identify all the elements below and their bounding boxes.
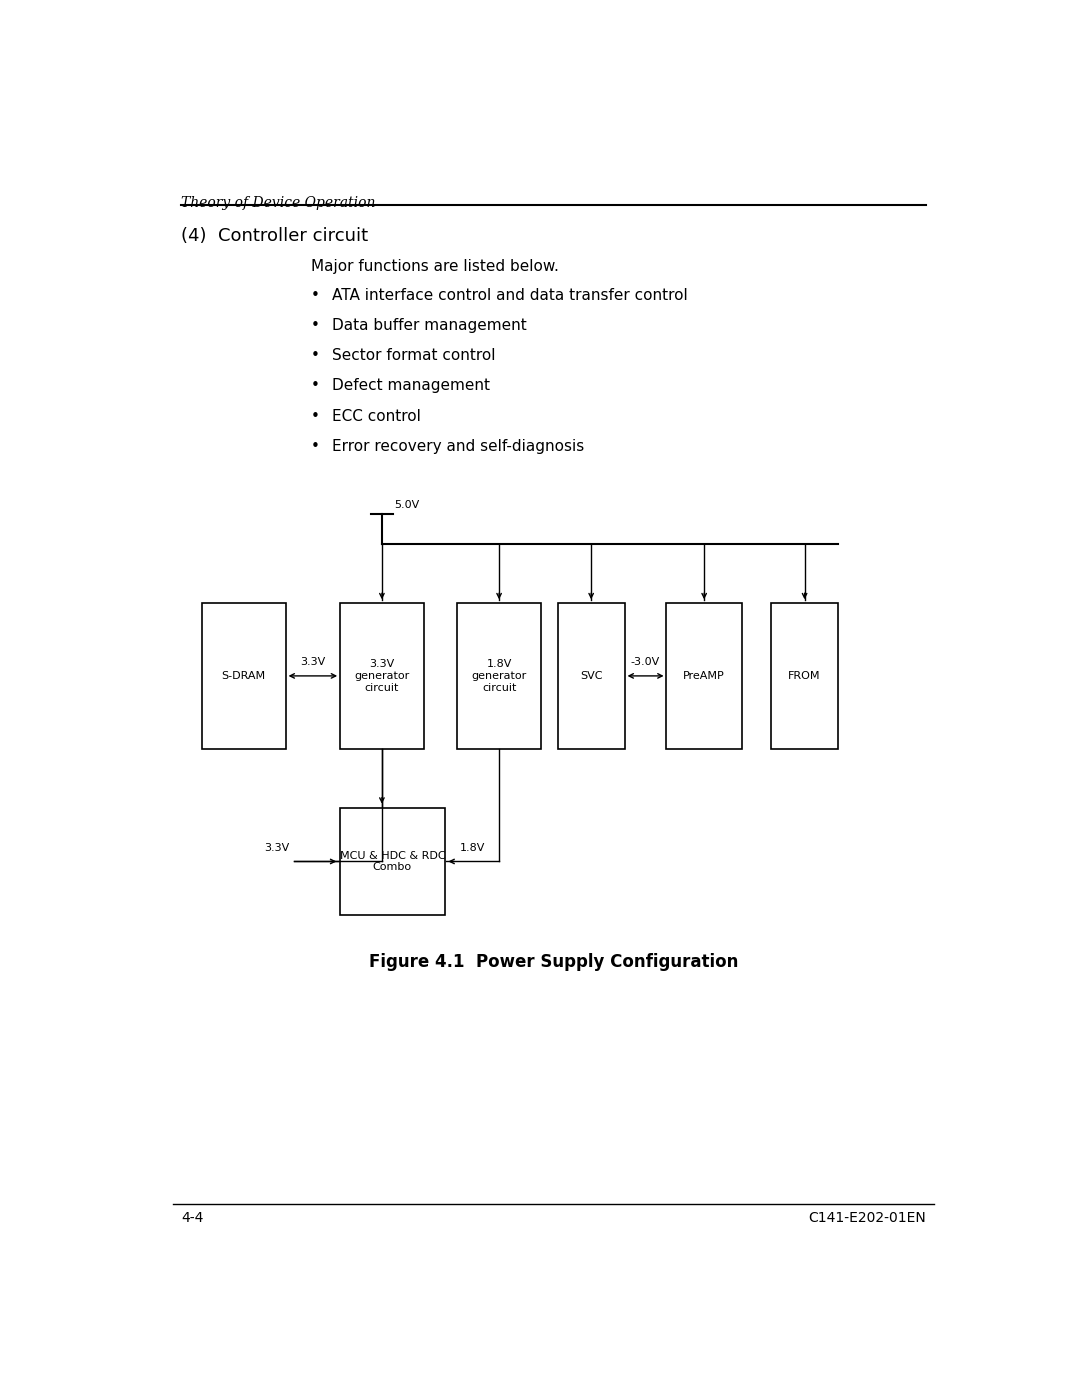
Bar [202, 604, 285, 749]
Text: -3.0V: -3.0V [631, 658, 660, 668]
Bar [557, 604, 624, 749]
Text: •: • [311, 379, 320, 394]
Text: S-DRAM: S-DRAM [221, 671, 266, 680]
Text: Theory of Device Operation: Theory of Device Operation [181, 196, 376, 210]
Bar [340, 807, 445, 915]
Text: 3.3V: 3.3V [300, 658, 325, 668]
Text: Error recovery and self-diagnosis: Error recovery and self-diagnosis [332, 439, 584, 454]
Text: C141-E202-01EN: C141-E202-01EN [808, 1211, 926, 1225]
Text: 3.3V
generator
circuit: 3.3V generator circuit [354, 659, 409, 693]
Bar [666, 604, 742, 749]
Text: 1.8V: 1.8V [460, 842, 485, 852]
Text: •: • [311, 288, 320, 303]
Text: (4)  Controller circuit: (4) Controller circuit [181, 226, 368, 244]
Bar [771, 604, 838, 749]
Text: Defect management: Defect management [332, 379, 489, 394]
Text: Figure 4.1  Power Supply Configuration: Figure 4.1 Power Supply Configuration [368, 953, 739, 971]
Text: PreAMP: PreAMP [684, 671, 725, 680]
Bar [457, 604, 541, 749]
Text: •: • [311, 439, 320, 454]
Text: •: • [311, 348, 320, 363]
Text: ATA interface control and data transfer control: ATA interface control and data transfer … [332, 288, 688, 303]
Text: ECC control: ECC control [332, 408, 420, 423]
Text: Major functions are listed below.: Major functions are listed below. [311, 258, 558, 274]
Text: MCU & HDC & RDC
Combo: MCU & HDC & RDC Combo [339, 851, 445, 872]
Text: 1.8V
generator
circuit: 1.8V generator circuit [472, 659, 527, 693]
Text: Data buffer management: Data buffer management [332, 319, 526, 334]
Text: 4-4: 4-4 [181, 1211, 203, 1225]
Text: 3.3V: 3.3V [265, 842, 289, 852]
Text: 5.0V: 5.0V [394, 500, 420, 510]
Text: FROM: FROM [788, 671, 821, 680]
Text: •: • [311, 319, 320, 334]
Text: •: • [311, 408, 320, 423]
Bar [340, 604, 423, 749]
Text: Sector format control: Sector format control [332, 348, 496, 363]
Text: SVC: SVC [580, 671, 603, 680]
